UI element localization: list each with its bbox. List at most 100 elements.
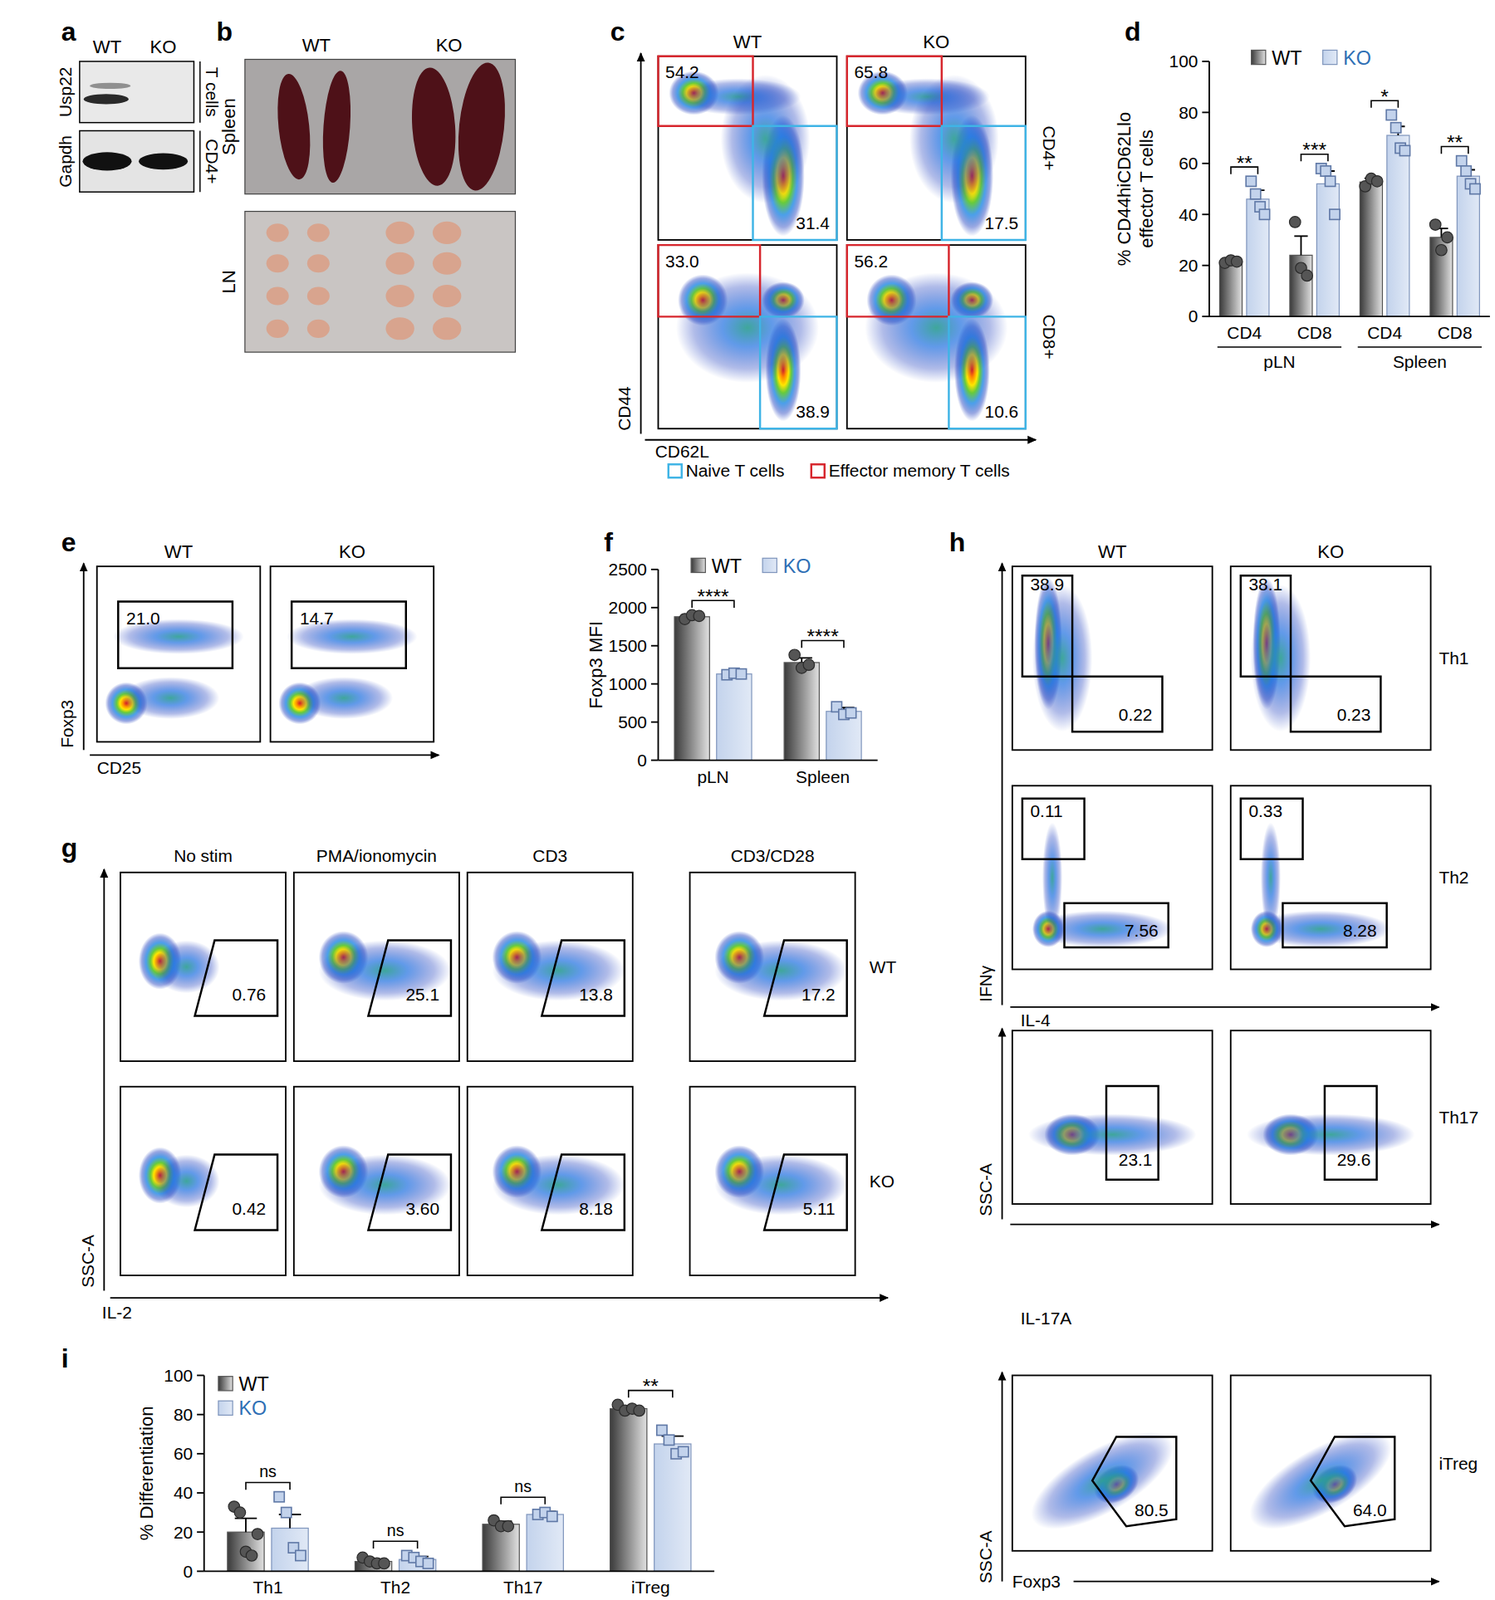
- plot-background: [1230, 785, 1432, 970]
- group-line: [1357, 346, 1482, 348]
- data-point: [845, 707, 856, 718]
- bar: [1219, 261, 1242, 317]
- panel-label: e: [61, 527, 77, 558]
- category-label: CD4: [1367, 323, 1402, 343]
- gate: [1290, 676, 1381, 732]
- label: CD62L: [655, 441, 710, 461]
- gate: [1022, 798, 1085, 860]
- lymph-node: [266, 319, 290, 339]
- data-point: [295, 1550, 306, 1561]
- group-label: Spleen: [1392, 352, 1447, 372]
- legend-label: KO: [783, 555, 812, 578]
- plot-background: [467, 1087, 633, 1276]
- gate-value: 80.5: [1134, 1500, 1169, 1520]
- gate: [291, 601, 407, 668]
- gate: [759, 316, 837, 429]
- label: IL-17A: [1020, 1308, 1073, 1329]
- label: Th2: [1438, 867, 1469, 888]
- tick: [1201, 60, 1210, 63]
- blot-membrane: [79, 61, 195, 123]
- tick-label: 0: [1188, 306, 1199, 326]
- tick: [651, 568, 659, 571]
- gate-value: 5.11: [803, 1199, 836, 1219]
- lymph-node: [385, 252, 414, 275]
- tick: [1201, 111, 1210, 113]
- flow-plot: 3.60: [294, 1087, 460, 1276]
- axis-arrow: [1073, 1581, 1440, 1584]
- data-point: [693, 610, 706, 623]
- gate: [764, 941, 848, 1017]
- plot-frame: [294, 1087, 460, 1276]
- gate-value: 56.2: [853, 251, 888, 271]
- data-point: [1301, 269, 1314, 282]
- plot-background: [97, 566, 261, 742]
- sig-label: *: [1380, 85, 1389, 108]
- plot-background: [690, 872, 856, 1062]
- gate: [367, 941, 451, 1017]
- plot-frame: [847, 56, 1026, 241]
- cell-density: [1250, 584, 1311, 732]
- density: [1246, 1113, 1415, 1156]
- gate-value: 25.1: [405, 985, 440, 1005]
- label: CD4+: [1039, 125, 1059, 171]
- tick-label: 40: [173, 1483, 193, 1503]
- bar: [674, 617, 710, 761]
- tick-label: 0: [183, 1562, 194, 1582]
- axis-title: effector T cells: [1136, 129, 1157, 249]
- tick-label: 20: [173, 1523, 193, 1543]
- category-label: Th1: [253, 1578, 284, 1598]
- legend-label: Naive T cells: [686, 460, 785, 481]
- data-point: [1470, 183, 1481, 194]
- bracket: [199, 61, 201, 123]
- tick: [651, 721, 659, 724]
- plot-background: [1230, 1375, 1432, 1551]
- plot-frame: [467, 1087, 633, 1276]
- lymph-node: [266, 254, 290, 273]
- gate-value: 0.76: [232, 985, 267, 1005]
- plot-frame: [1012, 566, 1213, 750]
- cell-density: [1017, 1413, 1188, 1549]
- gate: [1064, 903, 1169, 948]
- x-axis: [657, 759, 878, 762]
- tick: [196, 1492, 205, 1495]
- gate-value: 17.2: [801, 985, 836, 1005]
- panel-label: d: [1124, 16, 1142, 47]
- bar: [1387, 135, 1410, 317]
- sig-label: ns: [387, 1521, 405, 1540]
- axis-arrow: [110, 1297, 888, 1299]
- photo-ln: [245, 211, 516, 353]
- tick: [1201, 213, 1210, 216]
- bar: [271, 1528, 309, 1572]
- gate-value: 17.5: [985, 213, 1020, 233]
- density: [668, 70, 810, 236]
- category-label: iTreg: [631, 1578, 671, 1598]
- tick-label: 40: [1178, 205, 1198, 225]
- sig-label: **: [1446, 131, 1464, 154]
- density: [1032, 577, 1093, 732]
- density: [1250, 823, 1392, 948]
- sig-label: ns: [259, 1462, 277, 1481]
- group-label: pLN: [1263, 352, 1295, 372]
- gate-value: 10.6: [985, 401, 1020, 422]
- gate: [541, 1155, 625, 1231]
- data-point: [656, 1425, 667, 1436]
- label: PMA/ionomycin: [316, 846, 437, 866]
- label: Foxp3: [57, 700, 77, 749]
- sig-label: **: [642, 1375, 660, 1398]
- gate: [941, 126, 1026, 241]
- panel-label: a: [61, 16, 77, 47]
- axis-arrow: [83, 563, 85, 750]
- label: KO: [922, 31, 950, 53]
- plot-frame: [1012, 785, 1213, 970]
- axis-arrow: [1009, 1006, 1439, 1009]
- gate-value: 7.56: [1124, 921, 1159, 941]
- tick-label: 0: [637, 750, 648, 770]
- plot-frame: [1230, 1030, 1432, 1205]
- density: [1032, 823, 1173, 948]
- plot-data: [1219, 109, 1481, 317]
- gate: [1106, 1086, 1159, 1181]
- plot-frame: [1012, 1375, 1213, 1551]
- flow-plot: 0.76: [120, 872, 286, 1062]
- cell-density: [1260, 823, 1281, 934]
- label: Spleen: [218, 98, 240, 156]
